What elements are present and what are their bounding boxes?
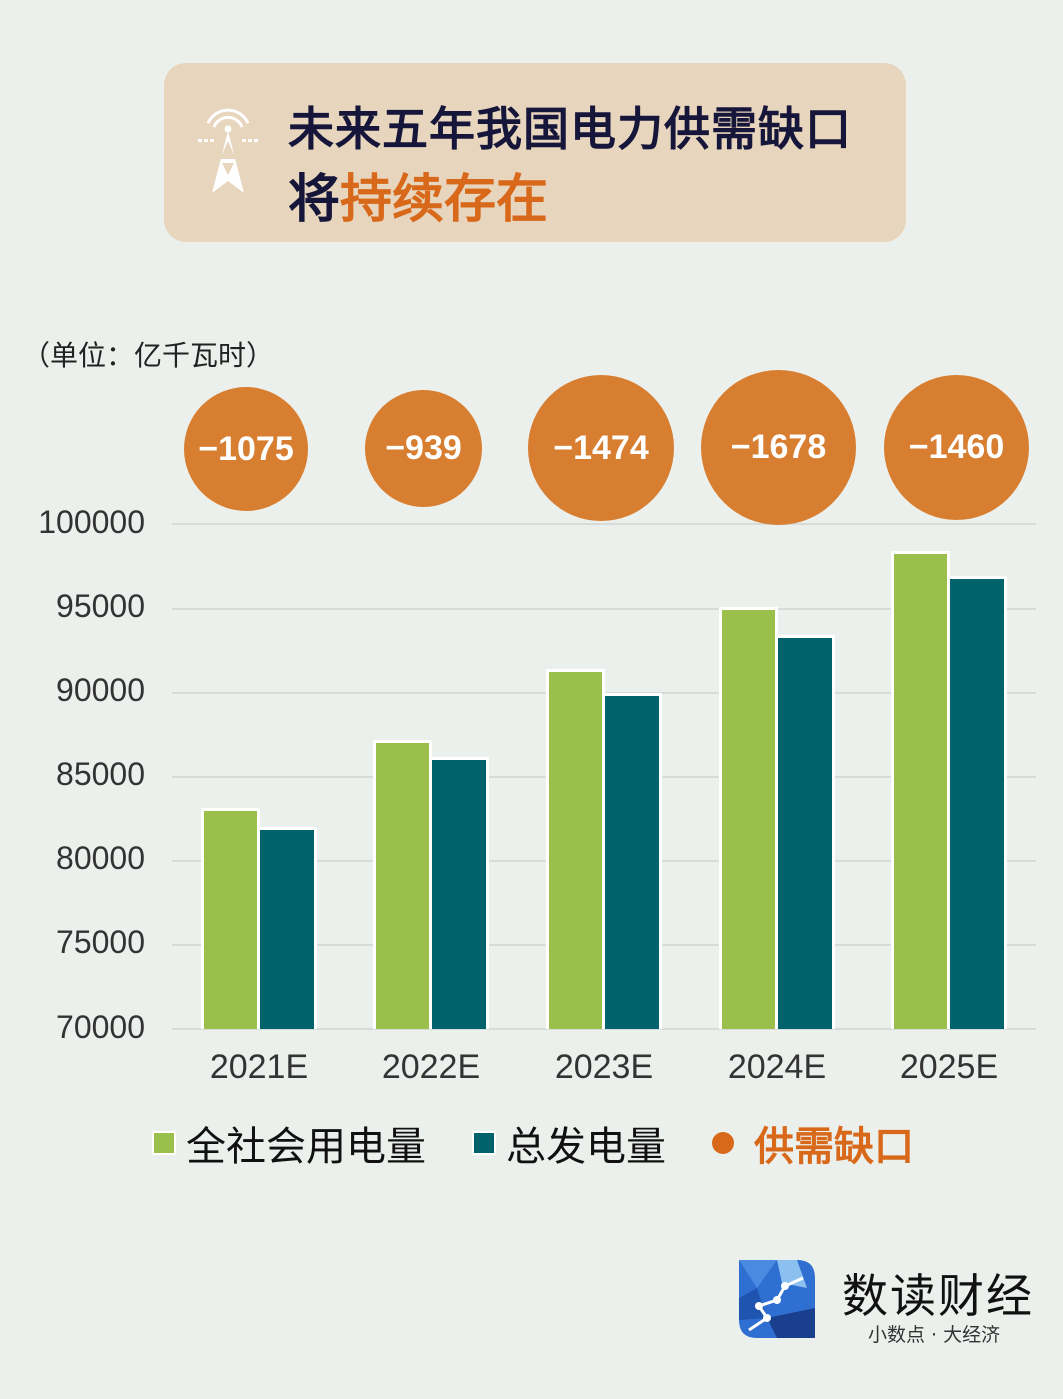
- unit-label: （单位：亿千瓦时）: [22, 339, 275, 372]
- brand-name: 数读财经: [842, 1269, 1034, 1323]
- brand-slogan: 小数点 · 大经济: [868, 1324, 1001, 1346]
- gridline: [172, 523, 1036, 525]
- legend-swatch-generation: [472, 1131, 496, 1155]
- title-highlight: 持续存在: [340, 170, 549, 230]
- gap-bubble: −1075: [184, 387, 308, 511]
- bar-generation-2024: [775, 635, 835, 1029]
- legend: 全社会用电量 总发电量 供需缺口: [152, 1118, 960, 1170]
- gap-bubble: −1474: [528, 375, 674, 521]
- x-tick-label: 2021E: [209, 1048, 309, 1086]
- bar-generation-2022: [429, 757, 489, 1029]
- y-tick-label: 70000: [56, 1009, 145, 1045]
- gap-bubble: −1678: [701, 370, 856, 525]
- title-line-1: 未来五年我国电力供需缺口: [288, 102, 852, 156]
- y-tick-label: 85000: [56, 756, 145, 792]
- gap-bubble: −939: [365, 390, 482, 507]
- transmission-tower-icon: [198, 108, 258, 193]
- bar-generation-2023: [602, 693, 662, 1029]
- bar-generation-2025: [947, 576, 1007, 1029]
- gap-bubble: −1460: [884, 375, 1029, 520]
- y-tick-label: 75000: [56, 924, 145, 960]
- legend-swatch-consumption: [152, 1131, 176, 1155]
- legend-label-generation: 总发电量: [506, 1124, 666, 1170]
- x-tick-label: 2023E: [554, 1048, 654, 1086]
- bar-consumption-2024: [719, 607, 778, 1029]
- bar-consumption-2021: [201, 808, 260, 1029]
- legend-label-gap: 供需缺口: [754, 1124, 914, 1170]
- y-tick-label: 80000: [56, 840, 145, 876]
- bar-consumption-2023: [546, 669, 605, 1029]
- x-tick-label: 2024E: [727, 1048, 827, 1086]
- title-banner: 未来五年我国电力供需缺口 将持续存在: [164, 63, 906, 242]
- brand-logo-icon: [739, 1260, 815, 1338]
- bar-consumption-2025: [891, 551, 950, 1029]
- y-tick-label: 95000: [56, 588, 145, 624]
- x-tick-label: 2022E: [381, 1048, 481, 1086]
- y-tick-label: 90000: [56, 672, 145, 708]
- bar-consumption-2022: [373, 740, 432, 1029]
- title-prefix: 将: [288, 170, 341, 230]
- x-tick-label: 2025E: [899, 1048, 999, 1086]
- bar-generation-2021: [257, 827, 317, 1029]
- gridline: [172, 608, 1036, 610]
- y-tick-label: 100000: [38, 504, 145, 540]
- legend-dot-gap: [712, 1132, 734, 1154]
- x-axis-line: [172, 1028, 1036, 1030]
- legend-label-consumption: 全社会用电量: [186, 1124, 426, 1170]
- title-line-2: 将持续存在: [288, 157, 548, 232]
